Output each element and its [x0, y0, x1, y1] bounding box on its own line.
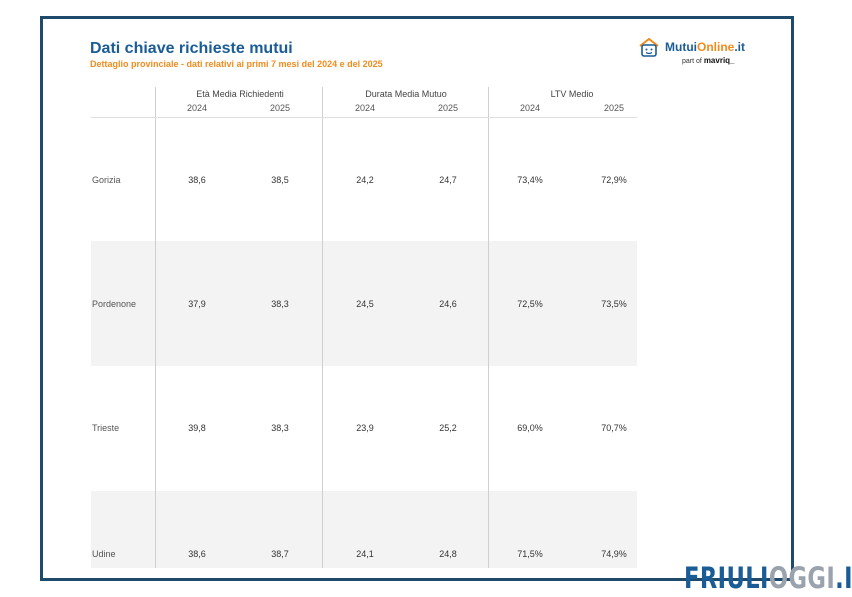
row-band-udine: [91, 491, 637, 568]
table-cell: 72,5%: [517, 299, 543, 309]
row-band-pordenone: [91, 241, 637, 366]
house-chat-icon: [639, 37, 659, 57]
year-header: 2025: [269, 103, 291, 113]
group-header-durata: Durata Media Mutuo: [365, 89, 447, 99]
column-separator: [488, 87, 489, 568]
logo-wordmark: MutuiOnline.it: [665, 40, 746, 54]
table-cell: 37,9: [188, 299, 206, 309]
table-cell: 70,7%: [601, 423, 627, 433]
table-cell: 73,4%: [517, 175, 543, 185]
table-cell: 24,2: [356, 175, 374, 185]
year-header: 2025: [603, 103, 625, 113]
table-cell: 25,2: [439, 423, 457, 433]
column-separator: [322, 87, 323, 568]
header-divider: [91, 117, 637, 118]
row-label-udine: Udine: [92, 549, 116, 559]
table-cell: 72,9%: [601, 175, 627, 185]
table-cell: 38,6: [188, 175, 206, 185]
table-cell: 73,5%: [601, 299, 627, 309]
table-cell: 38,3: [271, 423, 289, 433]
table-cell: 24,1: [356, 549, 374, 559]
year-header: 2024: [186, 103, 208, 113]
table-cell: 23,9: [356, 423, 374, 433]
table-cell: 39,8: [188, 423, 206, 433]
page-title: Dati chiave richieste mutui: [90, 40, 293, 57]
year-header: 2024: [354, 103, 376, 113]
mutuionline-logo: MutuiOnline.it part of mavriq_: [638, 37, 758, 73]
page-subtitle: Dettaglio provinciale - dati relativi ai…: [90, 59, 383, 69]
table-cell: 38,6: [188, 549, 206, 559]
table-cell: 38,5: [271, 175, 289, 185]
row-label-pordenone: Pordenone: [92, 299, 137, 309]
table-cell: 38,3: [271, 299, 289, 309]
group-header-ltv: LTV Medio: [550, 89, 594, 99]
table-cell: 24,6: [439, 299, 457, 309]
group-header-eta: Età Media Richiedenti: [196, 89, 284, 99]
table-cell: 24,7: [439, 175, 457, 185]
row-label-trieste: Trieste: [92, 423, 120, 433]
year-header: 2024: [519, 103, 541, 113]
table-cell: 24,5: [356, 299, 374, 309]
table-cell: 38,7: [271, 549, 289, 559]
friulioggi-watermark: FRIULIOGGI.IT: [684, 561, 852, 595]
table-cell: 74,9%: [601, 549, 627, 559]
year-header: 2025: [437, 103, 459, 113]
table-cell: 71,5%: [517, 549, 543, 559]
table-cell: 24,8: [439, 549, 457, 559]
row-label-gorizia: Gorizia: [92, 175, 121, 185]
table-cell: 69,0%: [517, 423, 543, 433]
column-separator: [155, 87, 156, 568]
logo-parent: part of mavriq_: [682, 56, 735, 65]
